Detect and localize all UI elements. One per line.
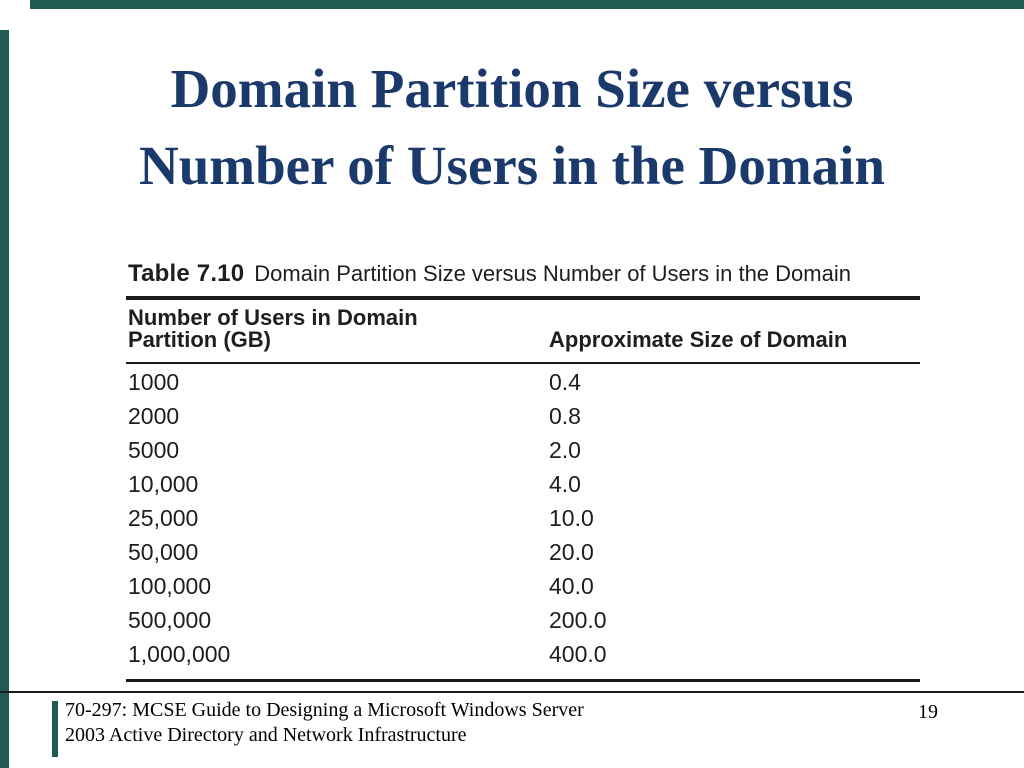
cell-users: 100,000 bbox=[128, 572, 212, 599]
footer-text: 70-297: MCSE Guide to Designing a Micros… bbox=[65, 698, 584, 748]
cell-size: 2.0 bbox=[549, 437, 581, 464]
table-rule-top bbox=[126, 296, 920, 300]
column-header-size: Approximate Size of Domain bbox=[549, 327, 848, 352]
footer-line-2: 2003 Active Directory and Network Infras… bbox=[65, 724, 467, 746]
cell-users: 1,000,000 bbox=[128, 640, 231, 667]
cell-size: 400.0 bbox=[549, 640, 607, 667]
table-caption-text: Domain Partition Size versus Number of U… bbox=[254, 261, 851, 286]
table-row: 1,000,000 400.0 bbox=[128, 637, 920, 671]
table-row: 500,000 200.0 bbox=[128, 603, 920, 637]
footer-divider bbox=[0, 691, 1024, 693]
table-rule-bottom bbox=[126, 679, 920, 682]
top-accent-bar bbox=[30, 0, 1024, 9]
table-rule-header bbox=[126, 362, 920, 364]
slide-title-line-2: Number of Users in the Domain bbox=[138, 135, 886, 196]
table-row: 1000 0.4 bbox=[128, 366, 920, 400]
cell-users: 2000 bbox=[128, 403, 180, 430]
cell-users: 1000 bbox=[128, 369, 180, 396]
slide-title: Domain Partition Size versus Number of U… bbox=[0, 50, 1024, 204]
table-caption-label: Table 7.10 bbox=[128, 260, 245, 287]
data-table: Table 7.10 Domain Partition Size versus … bbox=[126, 260, 920, 690]
slide-title-line-1: Domain Partition Size versus bbox=[170, 58, 854, 119]
table-row: 50,000 20.0 bbox=[128, 535, 920, 569]
column-header-users-line-1: Number of Users in Domain bbox=[128, 305, 418, 330]
cell-users: 50,000 bbox=[128, 538, 199, 565]
cell-users: 25,000 bbox=[128, 505, 199, 531]
page-number: 19 bbox=[918, 701, 938, 723]
cell-size: 200.0 bbox=[549, 606, 607, 633]
left-accent-bar bbox=[0, 30, 9, 768]
table-row: 5000 2.0 bbox=[128, 434, 920, 468]
table-caption: Table 7.10 Domain Partition Size versus … bbox=[128, 260, 851, 288]
cell-size: 40.0 bbox=[549, 572, 594, 599]
table-row: 100,000 40.0 bbox=[128, 569, 920, 603]
column-header-users-line-2: Partition (GB) bbox=[128, 327, 271, 352]
cell-size: 0.4 bbox=[549, 369, 581, 396]
cell-users: 5000 bbox=[128, 437, 180, 464]
table-row: 25,000 10.0 bbox=[128, 502, 920, 536]
cell-size: 20.0 bbox=[549, 538, 594, 565]
cell-size: 10.0 bbox=[549, 505, 594, 531]
table-row: 10,000 4.0 bbox=[128, 468, 920, 502]
cell-size: 0.8 bbox=[549, 403, 581, 430]
column-header-users: Number of Users in Domain Partition (GB) bbox=[128, 307, 418, 351]
cell-users: 500,000 bbox=[128, 606, 212, 633]
table-row: 2000 0.8 bbox=[128, 400, 920, 434]
cell-size: 4.0 bbox=[549, 471, 581, 498]
footer-accent-bar bbox=[52, 701, 58, 757]
cell-users: 10,000 bbox=[128, 471, 199, 498]
table-rows: 1000 0.4 2000 0.8 5000 2.0 10,000 4.0 25,000 10.0… bbox=[128, 366, 920, 671]
footer-line-1: 70-297: MCSE Guide to Designing a Micros… bbox=[65, 699, 584, 721]
